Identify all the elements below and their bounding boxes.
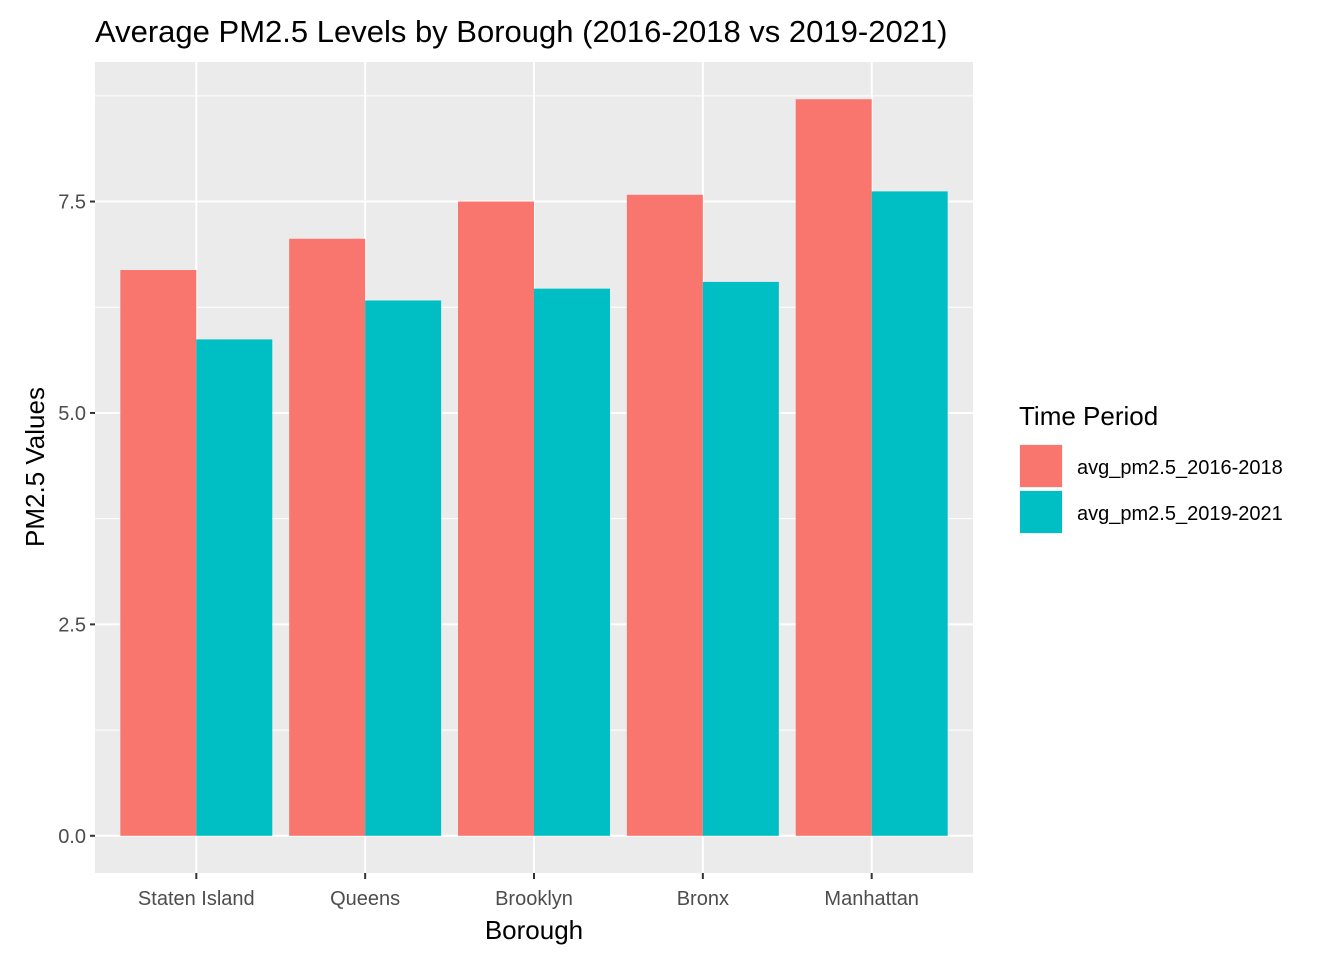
legend-items: avg_pm2.5_2016-2018 avg_pm2.5_2019-2021 [1019, 444, 1283, 534]
legend: Time Period avg_pm2.5_2016-2018avg_pm2.5… [1019, 401, 1283, 534]
bar-queens-series-2 [365, 300, 442, 836]
bar-brooklyn-series-1 [458, 201, 534, 836]
x-tick-label: Staten Island [138, 888, 255, 910]
bar-brooklyn-series-2 [534, 288, 610, 836]
x-tick-label: Brooklyn [495, 888, 573, 910]
legend-title: Time Period [1019, 401, 1158, 431]
legend-swatch [1020, 491, 1062, 533]
bar-manhattan-series-1 [795, 99, 872, 836]
y-tick-label: 5.0 [58, 403, 86, 425]
chart-title: Average PM2.5 Levels by Borough (2016-20… [95, 14, 948, 49]
legend-label: avg_pm2.5_2016-2018 [1077, 457, 1283, 479]
x-axis: Staten Island Queens Brooklyn Bronx Manhatta… [138, 873, 919, 910]
bar-queens-series-1 [289, 238, 366, 836]
bar-bronx-series-2 [702, 281, 779, 836]
y-tick-label: 0.0 [58, 826, 86, 848]
y-axis-title: PM2.5 Values [20, 387, 50, 547]
legend-swatch [1020, 445, 1062, 487]
x-axis-title: Borough [485, 915, 583, 945]
bar-staten-island-series-2 [196, 339, 273, 836]
x-tick-label: Manhattan [824, 888, 919, 910]
y-axis: 0.0 2.5 5.0 7.5 [58, 192, 95, 848]
y-tick-label: 7.5 [58, 192, 86, 214]
y-tick-label: 2.5 [58, 614, 86, 636]
legend-label: avg_pm2.5_2019-2021 [1077, 503, 1283, 525]
bars [120, 99, 948, 836]
x-tick-label: Bronx [677, 888, 729, 910]
x-tick-label: Queens [330, 888, 400, 910]
bar-manhattan-series-2 [871, 191, 948, 836]
bar-staten-island-series-1 [120, 270, 197, 836]
bar-bronx-series-1 [626, 194, 703, 836]
